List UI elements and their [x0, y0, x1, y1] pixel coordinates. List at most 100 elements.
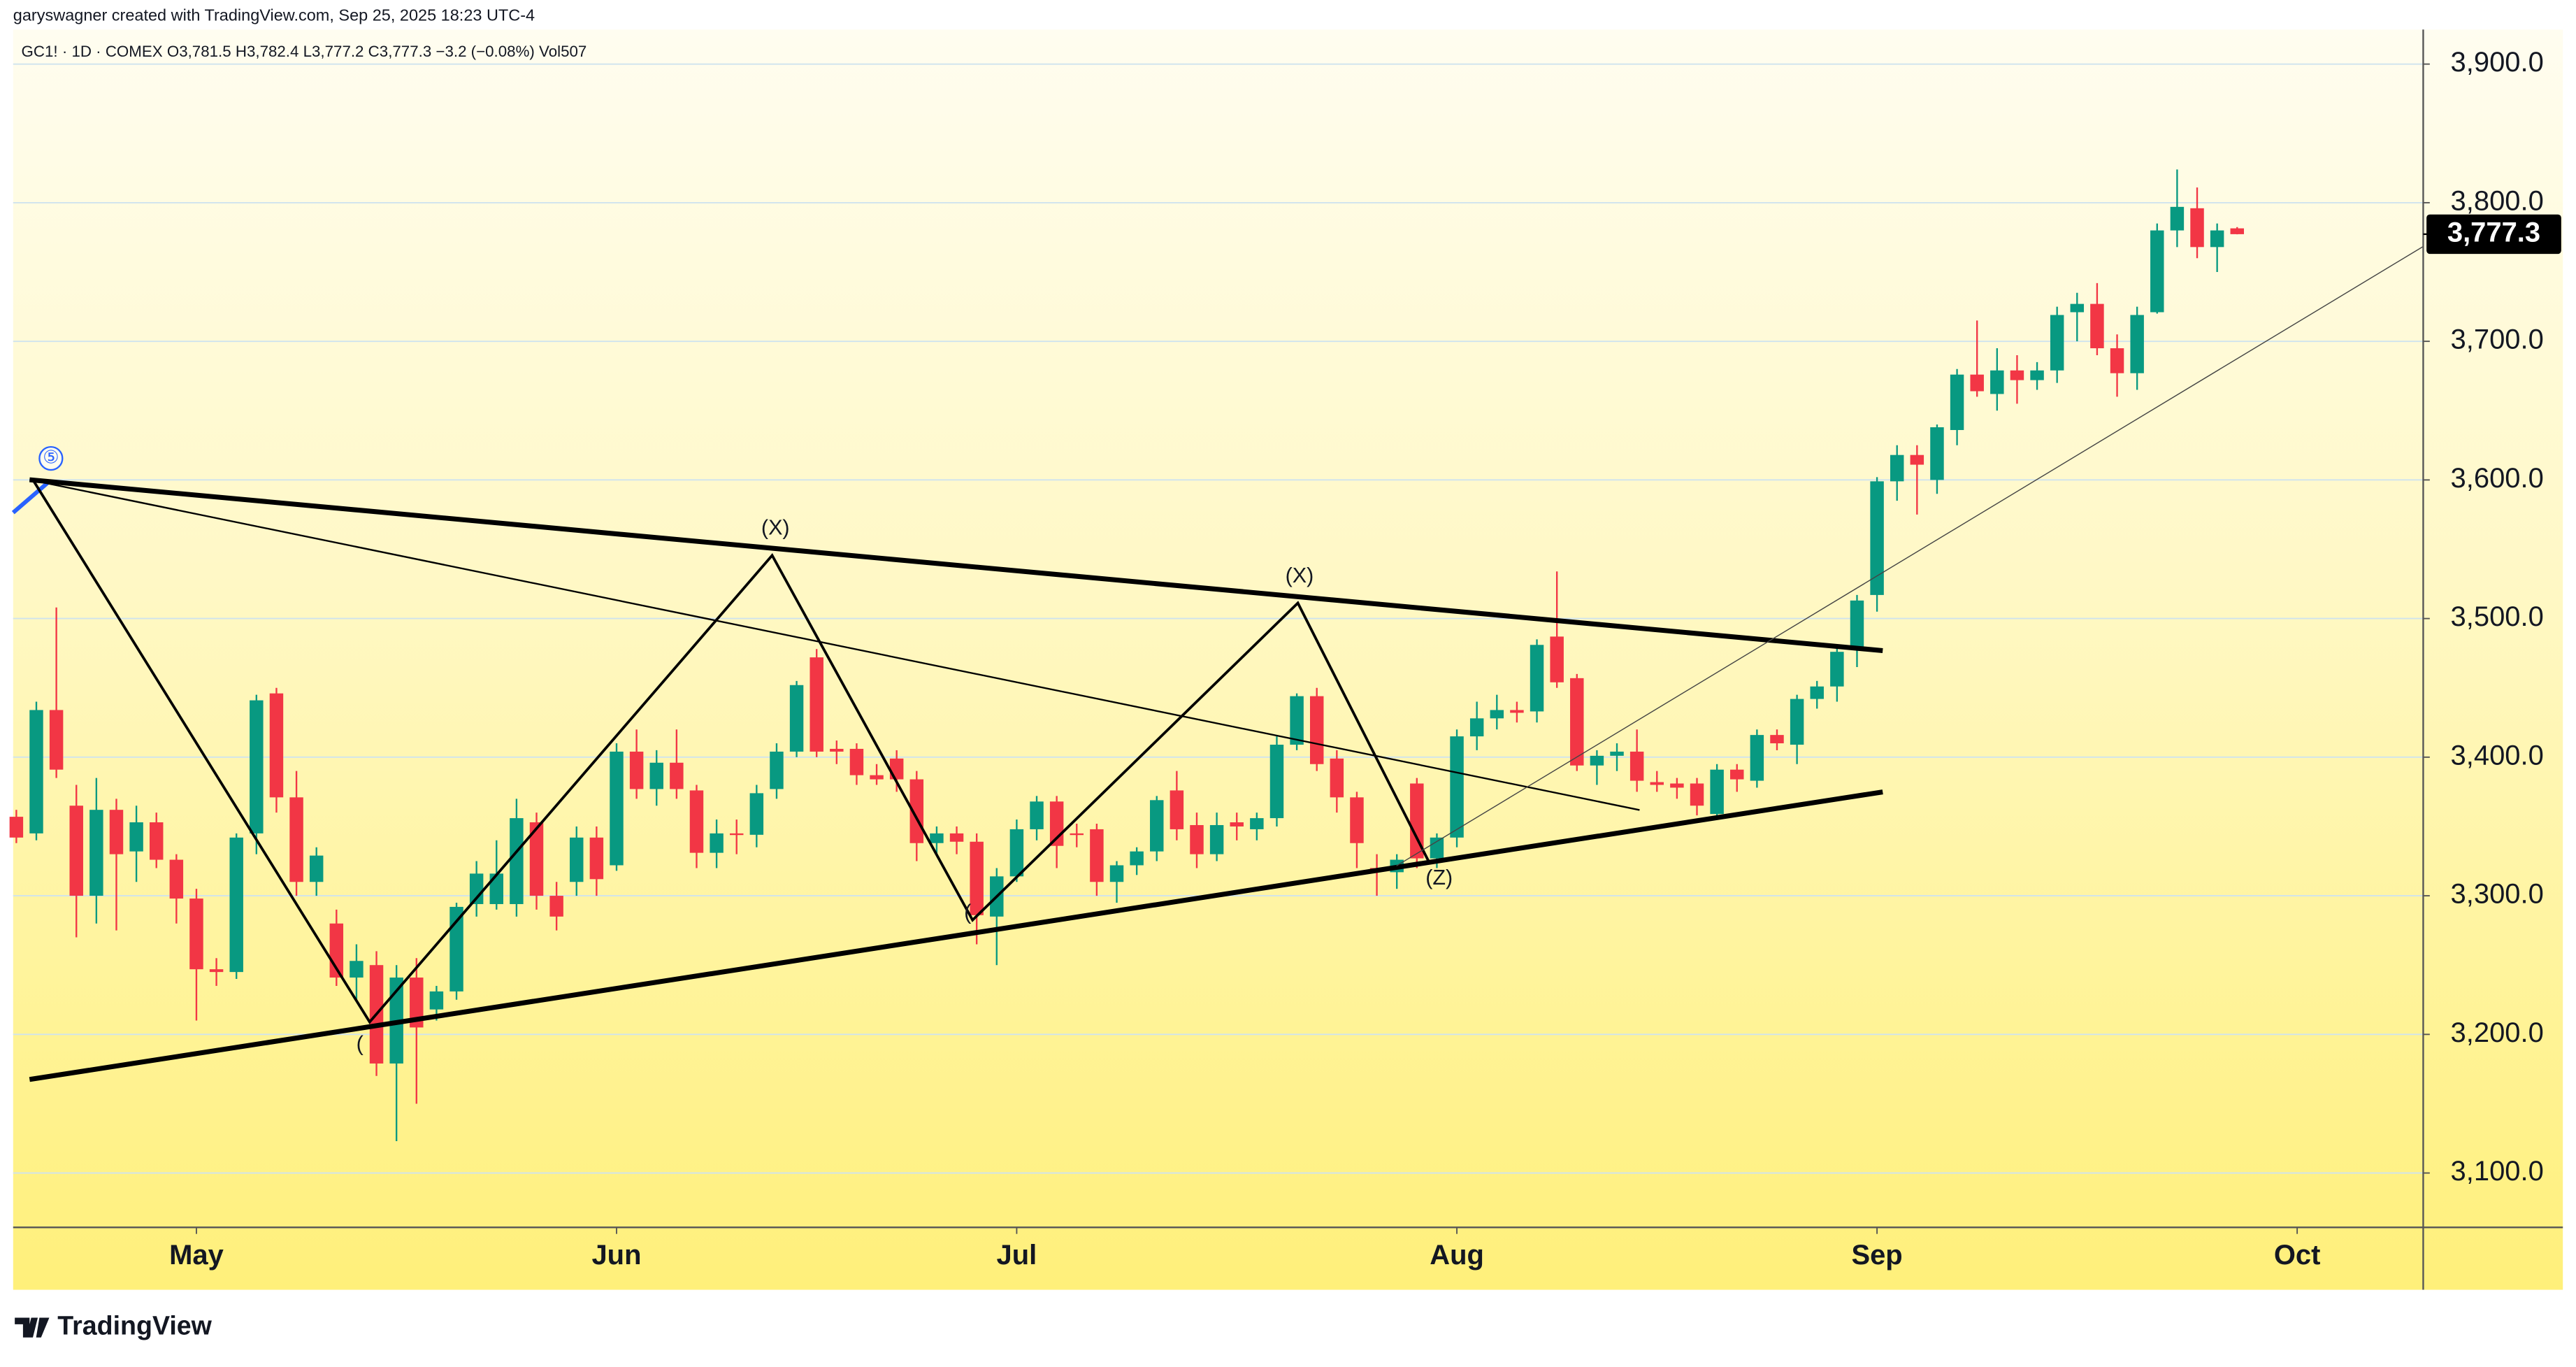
candle-body — [1090, 829, 1104, 882]
candle-body — [2030, 370, 2044, 380]
candle-body — [9, 817, 24, 838]
candle-body — [749, 793, 764, 835]
candle-body — [189, 899, 203, 970]
candle-body — [1750, 735, 1764, 781]
wave-label: ( — [964, 901, 971, 924]
candle-body — [1170, 790, 1184, 829]
y-tick-label: 3,200.0 — [2451, 1017, 2544, 1048]
candle-body — [250, 700, 264, 833]
y-tick-label: 3,600.0 — [2451, 463, 2544, 494]
candle-body — [29, 710, 43, 833]
wave-label: (Z) — [1425, 866, 1453, 889]
y-tick-label: 3,700.0 — [2451, 324, 2544, 355]
candle-body — [2010, 370, 2024, 380]
x-tick-label: Oct — [2274, 1240, 2321, 1271]
candle-body — [1690, 783, 1704, 806]
candle-body — [2110, 348, 2124, 373]
last-price-label: 3,777.3 — [2447, 217, 2540, 248]
brand-name: TradingView — [57, 1311, 212, 1340]
candle-body — [1810, 686, 1824, 699]
candle-body — [729, 833, 744, 836]
candle-body — [2210, 230, 2224, 248]
candle-body — [2090, 303, 2104, 349]
candle-body — [770, 751, 784, 789]
x-tick-label: Aug — [1430, 1240, 1484, 1271]
candle-body — [1109, 865, 1124, 882]
candle-body — [549, 896, 563, 917]
candle-body — [89, 810, 103, 896]
candle-body — [1890, 455, 1904, 482]
candle-body — [129, 822, 143, 852]
candle-body — [849, 748, 864, 775]
candle-body — [350, 961, 364, 978]
candle-body — [649, 762, 663, 789]
x-tick-label: May — [169, 1240, 224, 1271]
candle-body — [930, 833, 944, 843]
drawings — [11, 245, 2424, 1082]
candle-body — [2190, 208, 2204, 248]
candle-body — [2150, 230, 2164, 313]
candle-body — [889, 758, 904, 780]
candle-body — [429, 991, 444, 1010]
candle-body — [2050, 315, 2064, 371]
candle-body — [1330, 758, 1344, 798]
rising-trendline — [1396, 245, 2424, 866]
candle-body — [1629, 751, 1644, 781]
candle-body — [410, 978, 424, 1028]
candle-body — [1130, 851, 1144, 866]
candles — [9, 169, 2244, 1141]
candle-body — [69, 806, 83, 896]
candle-body — [1970, 374, 1984, 392]
axes: 3,100.0 3,200.0 3,300.0 3,400.0 3,500.0 3,600… — [169, 47, 2561, 1271]
candle-body — [1309, 696, 1324, 764]
candle-body — [1150, 800, 1164, 852]
candle-body — [830, 748, 844, 752]
candle-body — [1009, 829, 1024, 877]
candle-body — [1610, 751, 1624, 756]
candle-body — [169, 859, 184, 899]
candle-body — [1670, 783, 1684, 788]
wave-zigzag — [31, 479, 1431, 1024]
candle-body — [489, 873, 504, 904]
candle-body — [1870, 481, 1884, 595]
candle-body — [1469, 718, 1484, 737]
candle-body — [1910, 455, 1924, 465]
y-tick-label: 3,300.0 — [2451, 879, 2544, 910]
candle-body — [309, 855, 324, 882]
candle-body — [2070, 303, 2085, 313]
wave-label: ( — [357, 1032, 364, 1056]
candle-body — [1190, 824, 1204, 854]
candle-body — [469, 873, 484, 904]
candle-body — [689, 790, 704, 853]
candle-body — [1230, 822, 1244, 826]
candle-body — [1990, 370, 2004, 394]
y-tick-label: 3,900.0 — [2451, 47, 2544, 78]
candle-body — [1730, 769, 1744, 780]
y-tick-label: 3,400.0 — [2451, 740, 2544, 771]
candle-body — [1209, 824, 1224, 854]
wave-circle — [38, 445, 64, 471]
wave-label: (X) — [761, 516, 790, 540]
candle-body — [1269, 745, 1284, 819]
candle-body — [1930, 427, 1944, 480]
candle-body — [1410, 783, 1424, 859]
candle-body — [710, 833, 724, 853]
candle-body — [870, 775, 884, 780]
plot-background — [13, 29, 2563, 1290]
candle-body — [1850, 600, 1864, 650]
header-text: garyswagner created with TradingView.com… — [13, 6, 535, 24]
candle-body — [789, 685, 804, 752]
candle-body — [209, 969, 224, 973]
candle-body — [1770, 735, 1784, 744]
candle-body — [1490, 710, 1504, 719]
candle-body — [1550, 636, 1564, 682]
candle-body — [1710, 769, 1724, 815]
candle-body — [1350, 797, 1364, 843]
candle-body — [589, 837, 604, 880]
candle-body — [970, 841, 984, 915]
wave-label: (X) — [1286, 564, 1314, 587]
candle-body — [670, 762, 684, 789]
upper-trendline — [29, 477, 1883, 654]
